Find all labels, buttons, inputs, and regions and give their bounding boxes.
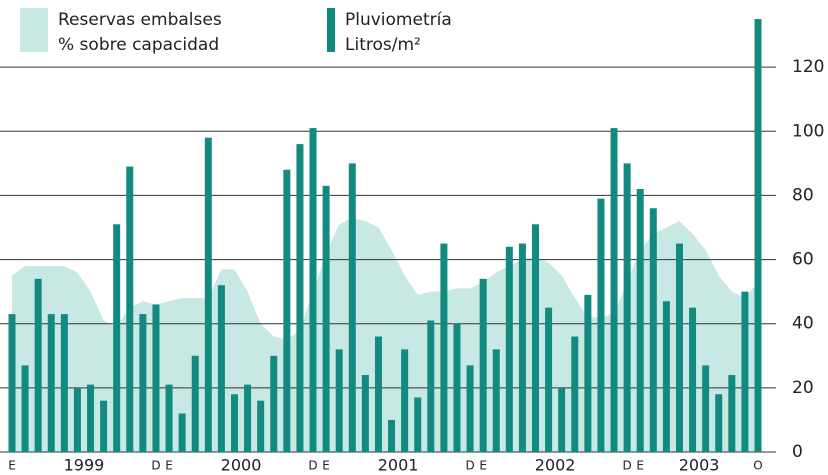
x-tick-label: E	[479, 459, 487, 473]
bar	[139, 314, 147, 452]
bar	[610, 128, 618, 453]
bar	[728, 375, 736, 452]
bar	[571, 336, 579, 452]
bar	[244, 384, 252, 452]
bar	[754, 19, 762, 453]
bar	[440, 243, 448, 452]
y-tick-label: 20	[792, 378, 814, 398]
bar	[126, 166, 134, 453]
x-year-label: 2002	[535, 456, 576, 475]
bar	[675, 243, 683, 452]
bar	[335, 349, 343, 452]
y-tick-label: 0	[792, 442, 803, 462]
bar	[479, 278, 487, 452]
bar	[47, 314, 55, 452]
area	[12, 217, 758, 452]
x-tick-label: E	[636, 459, 644, 473]
bar	[348, 163, 356, 452]
bar	[34, 278, 42, 452]
bar	[322, 185, 330, 453]
bar	[191, 355, 199, 452]
bar	[545, 307, 553, 452]
bar	[113, 224, 121, 452]
y-tick-label: 80	[792, 185, 814, 205]
bar	[662, 301, 670, 452]
x-year-label: 2001	[378, 456, 419, 475]
x-tick-label: O	[753, 459, 762, 473]
bar	[361, 375, 369, 452]
bar	[689, 307, 697, 452]
legend-text: Reservas embalses	[58, 10, 222, 30]
bar	[518, 243, 526, 452]
bar	[584, 294, 592, 452]
x-tick-label: D	[622, 459, 631, 473]
bar	[296, 144, 304, 452]
bar	[702, 365, 710, 452]
bar	[178, 413, 186, 452]
bar	[649, 208, 657, 452]
legend-text: Litros/m²	[345, 35, 421, 55]
bar	[532, 224, 540, 452]
bar	[165, 384, 173, 452]
y-tick-label: 60	[792, 250, 814, 270]
bar	[217, 285, 225, 452]
x-year-label: 2000	[221, 456, 262, 475]
y-tick-label: 100	[792, 121, 824, 141]
x-tick-label: D	[151, 459, 160, 473]
legend-text: % sobre capacidad	[58, 35, 219, 55]
bar	[73, 387, 81, 452]
legend-text: Pluviometría	[345, 10, 452, 30]
bar	[257, 400, 265, 452]
bar	[60, 314, 68, 452]
bar	[715, 394, 723, 452]
y-tick-label: 120	[792, 57, 824, 77]
bar	[558, 387, 566, 452]
bar	[100, 400, 108, 452]
legend-bar-swatch	[327, 8, 335, 52]
x-tick-label: D	[308, 459, 317, 473]
legend-area-swatch	[20, 8, 48, 52]
x-tick-label: E	[322, 459, 330, 473]
x-tick-label: D	[465, 459, 474, 473]
bar	[152, 304, 160, 452]
bar	[270, 355, 278, 452]
x-year-label: 2003	[679, 456, 720, 475]
bar	[309, 128, 317, 453]
bar	[414, 397, 422, 452]
bar	[466, 365, 474, 452]
bar	[741, 291, 749, 452]
bar	[453, 323, 461, 452]
bar	[8, 314, 16, 452]
bar	[204, 137, 212, 452]
bar	[427, 320, 435, 452]
x-tick-label: E	[8, 459, 16, 473]
x-year-label: 1999	[64, 456, 105, 475]
bar	[388, 419, 396, 452]
bar	[636, 189, 644, 452]
bar	[505, 246, 513, 452]
bar	[283, 169, 291, 452]
y-tick-label: 40	[792, 314, 814, 334]
bar	[623, 163, 631, 452]
bar	[374, 336, 382, 452]
bar	[21, 365, 29, 452]
bar	[492, 349, 500, 452]
x-tick-label: E	[165, 459, 173, 473]
bar	[87, 384, 95, 452]
bar	[401, 349, 409, 452]
bar	[230, 394, 238, 452]
bar	[597, 198, 605, 452]
